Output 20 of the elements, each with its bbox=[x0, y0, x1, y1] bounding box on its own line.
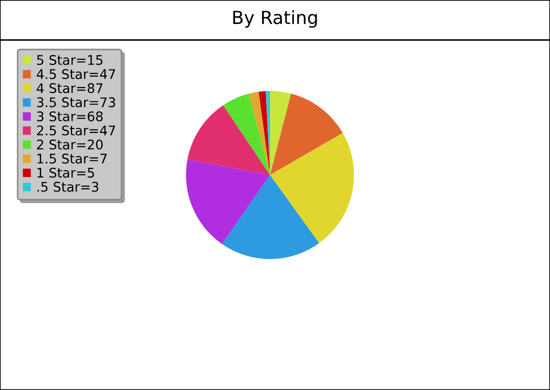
legend-label: 4 Star=87 bbox=[36, 83, 102, 94]
pie-slice bbox=[270, 91, 292, 175]
pie-slice bbox=[222, 175, 320, 259]
legend-label: 2 Star=20 bbox=[37, 140, 103, 150]
pie-slice bbox=[270, 94, 343, 175]
legend-label: .5 Star=3 bbox=[37, 182, 98, 192]
legend-label: 1 Star=5 bbox=[38, 168, 94, 178]
legend-label: 2.5 Star=47 bbox=[37, 125, 116, 136]
pie-slice bbox=[186, 159, 270, 244]
pie-slice bbox=[248, 92, 270, 175]
legend-label: 1.5 Star=7 bbox=[38, 154, 107, 164]
pie-slice bbox=[223, 94, 270, 175]
legend-label: 3 Star=68 bbox=[37, 111, 103, 122]
pie-slice bbox=[270, 133, 354, 244]
pie-slice bbox=[258, 91, 270, 175]
legend-label: 5 Star=15 bbox=[37, 55, 102, 65]
pie-slice bbox=[187, 105, 270, 175]
chart-title: By Rating bbox=[233, 10, 317, 28]
legend-label: 3.5 Star=73 bbox=[37, 97, 116, 108]
legend-label: 4.5 Star=47 bbox=[36, 69, 116, 80]
